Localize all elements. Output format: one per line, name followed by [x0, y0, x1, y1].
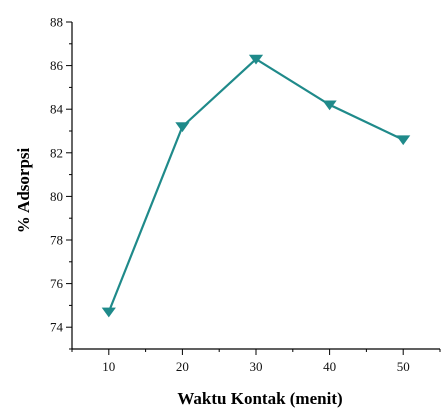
y-tick-label: 86: [50, 58, 64, 73]
data-point-marker: [175, 122, 190, 133]
y-tick-label: 82: [50, 145, 63, 160]
y-tick-label: 88: [50, 15, 63, 30]
x-axis-title: Waktu Kontak (menit): [177, 389, 342, 408]
x-tick-label: 30: [250, 359, 263, 374]
x-tick-label: 10: [102, 359, 115, 374]
data-point-marker: [248, 54, 264, 65]
data-point-marker: [322, 100, 337, 111]
x-tick-label: 40: [323, 359, 336, 374]
data-point-marker: [101, 307, 116, 318]
y-tick-label: 84: [50, 102, 64, 117]
y-tick-label: 74: [50, 320, 64, 335]
y-tick-label: 78: [50, 233, 63, 248]
y-axis-title: % Adsorpsi: [14, 147, 33, 233]
ticks: 74 76 78 80 82 84 86 88 10 20 30 40 50: [50, 15, 441, 374]
series: [101, 54, 411, 318]
data-point-marker: [396, 135, 411, 146]
y-tick-label: 76: [50, 276, 64, 291]
axes: [71, 22, 440, 350]
y-tick-label: 80: [50, 189, 63, 204]
series-line: [107, 57, 404, 313]
x-tick-label: 50: [397, 359, 410, 374]
x-tick-label: 20: [176, 359, 189, 374]
